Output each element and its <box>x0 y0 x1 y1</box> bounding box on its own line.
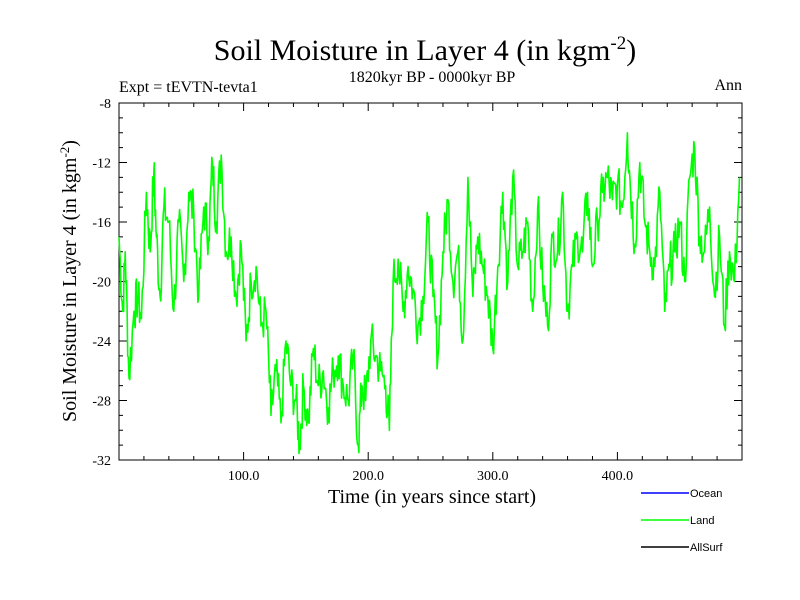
season-label: Ann <box>714 77 742 94</box>
x-tick-label: 400.0 <box>602 469 634 484</box>
legend-label-allsurf: AllSurf <box>690 542 723 554</box>
y-tick-label: -8 <box>99 97 111 112</box>
series-line-land <box>118 132 741 455</box>
y-tick-label: -12 <box>92 157 111 172</box>
y-tick-label: -28 <box>92 395 111 410</box>
y-tick-label: -32 <box>92 454 111 469</box>
series-layer <box>118 132 741 455</box>
y-axis-label-sup: -2 <box>57 147 72 158</box>
chart-title: Soil Moisture in Layer 4 (in kgm-2) <box>214 33 636 67</box>
chart-title-main: Soil Moisture in Layer 4 (in kgm <box>214 34 611 67</box>
x-axis-ticks: 100.0 200.0 300.0 400.0 <box>228 103 633 484</box>
y-tick-label: -24 <box>92 335 111 350</box>
y-axis-label: Soil Moisture in Layer 4 (in kgm-2) <box>57 140 81 422</box>
chart-title-sup: -2 <box>610 33 626 54</box>
legend: Ocean Land AllSurf <box>641 488 723 554</box>
y-axis-label-main: Soil Moisture in Layer 4 (in kgm <box>59 157 81 422</box>
expt-label: Expt = tEVTN-tevta1 <box>119 79 258 96</box>
x-axis-label: Time (in years since start) <box>328 486 536 508</box>
chart-title-close: ) <box>626 34 636 67</box>
y-axis-label-close: ) <box>59 140 81 147</box>
x-tick-label: 100.0 <box>228 469 260 484</box>
chart-subtitle: 1820kyr BP - 0000kyr BP <box>349 69 516 86</box>
y-tick-label: -16 <box>92 216 111 231</box>
legend-label-land: Land <box>690 515 714 527</box>
x-tick-label: 300.0 <box>477 469 509 484</box>
y-axis-ticks: -8 -12 -16 -20 -24 -28 -32 <box>92 97 742 469</box>
legend-label-ocean: Ocean <box>690 488 722 500</box>
x-tick-label: 200.0 <box>352 469 384 484</box>
y-tick-label: -20 <box>92 276 111 291</box>
